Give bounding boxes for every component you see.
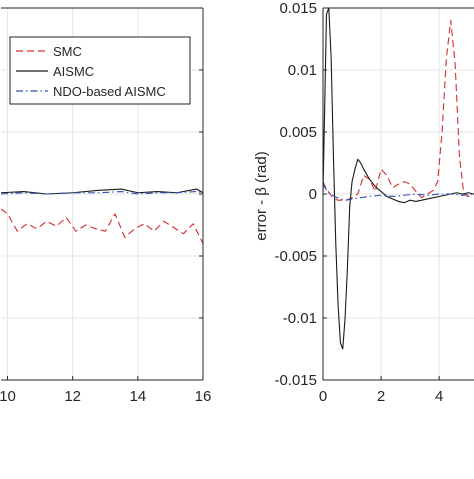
x-tick-label: 12 [64,388,81,405]
chart-panel-right: 0 2 4 0.015 0.01 0.005 0 -0.005 -0.01 -0.015 error… [253,0,474,405]
x-tick-label: 0 [319,388,327,405]
series-line-ndo-based-aismc [323,183,474,201]
y-tick-label: -0.01 [283,310,317,327]
series-line-aismc [0,188,203,195]
series-line-smc [0,208,203,244]
chart-legend: SMC AISMC NDO-based AISMC [9,36,191,105]
y-axis-title: error - β (rad) [253,151,270,240]
y-tick-label: 0.015 [279,0,317,17]
x-tick-label: 14 [129,388,146,405]
x-tick-label: 4 [435,388,443,405]
series-group [0,188,203,244]
y-tick-label: 0.01 [288,62,317,79]
x-tick-label: 10 [0,388,16,405]
legend-entry: SMC [53,44,82,59]
legend-entry: AISMC [53,64,94,79]
x-tick-label: 2 [377,388,385,405]
y-tick-label: -0.015 [274,372,317,389]
series-line-smc [323,19,474,201]
y-tick-label: -0.005 [274,248,317,265]
y-tick-label: 0.005 [279,124,317,141]
series-line-aismc [323,8,474,350]
series-line-ndo-based-aismc [0,190,203,195]
series-group [323,8,474,350]
y-tick-label: 0 [309,186,317,203]
legend-entry: NDO-based AISMC [53,84,166,99]
chart-panel-left: 10 12 14 16 SMC AISMC NDO-based AISMC [0,7,212,405]
x-tick-label: 16 [195,388,212,405]
